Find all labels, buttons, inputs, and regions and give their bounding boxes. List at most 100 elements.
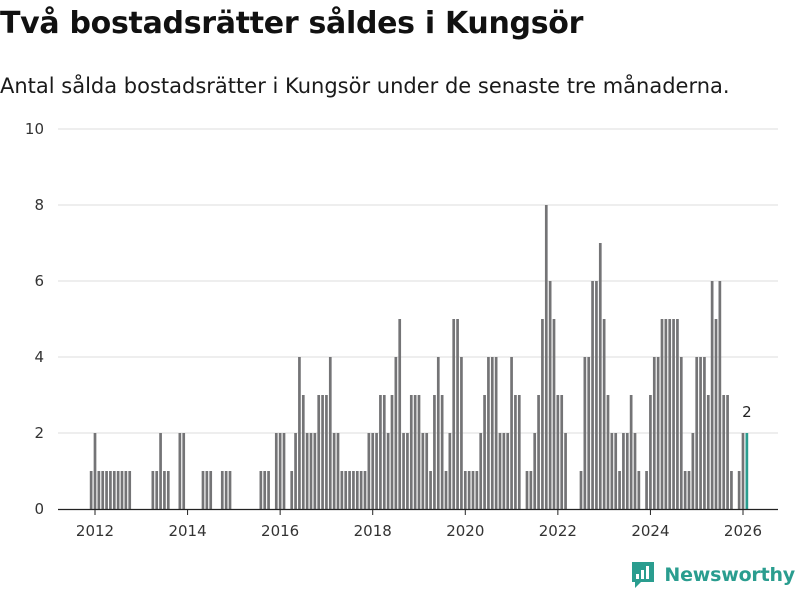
bar <box>305 433 309 509</box>
bar <box>548 281 552 509</box>
bar <box>406 433 409 509</box>
bar <box>409 395 413 509</box>
bar <box>699 357 702 509</box>
bar <box>606 395 610 509</box>
bar <box>452 319 456 509</box>
bar <box>382 395 386 509</box>
bar <box>598 243 602 509</box>
bar <box>498 433 502 509</box>
bar-series <box>89 205 749 509</box>
newsworthy-logo-text: Newsworthy <box>664 564 795 586</box>
bar <box>267 471 270 509</box>
bar <box>417 395 421 509</box>
bar <box>444 471 448 509</box>
bar <box>525 471 529 509</box>
bar <box>436 357 440 509</box>
bar <box>128 471 132 509</box>
bar <box>352 471 355 509</box>
bar <box>89 471 93 509</box>
bar <box>340 471 344 509</box>
bar <box>325 395 328 509</box>
bar <box>290 471 294 509</box>
bar <box>151 471 155 509</box>
bar <box>556 395 560 509</box>
bar <box>506 433 510 509</box>
bar <box>544 205 548 509</box>
bar <box>463 471 467 509</box>
y-tick-label: 10 <box>25 120 44 138</box>
bar <box>440 395 444 509</box>
bar <box>683 471 687 509</box>
bar <box>93 433 97 509</box>
bar <box>537 395 540 509</box>
y-tick-label: 0 <box>34 500 44 518</box>
bar <box>529 471 533 509</box>
bar <box>112 471 116 509</box>
bar <box>625 433 629 509</box>
newsworthy-logo-icon <box>632 562 655 588</box>
bar <box>379 395 382 509</box>
bar <box>741 433 745 509</box>
x-tick-label: 2024 <box>631 522 669 540</box>
bar <box>309 433 313 509</box>
bar <box>163 471 166 509</box>
bar <box>510 357 513 509</box>
bar <box>730 471 733 509</box>
bar <box>109 471 112 509</box>
bar <box>714 319 718 509</box>
bar-latest <box>745 433 749 509</box>
bar <box>475 471 479 509</box>
bar <box>517 395 521 509</box>
bar <box>695 357 699 509</box>
bar <box>263 471 267 509</box>
bar <box>541 319 544 509</box>
bar <box>583 357 587 509</box>
bar <box>471 471 475 509</box>
bar <box>587 357 591 509</box>
bar <box>294 433 297 509</box>
y-tick-label: 4 <box>34 348 44 366</box>
y-axis: 0 2 4 6 8 10 <box>25 120 44 518</box>
bar <box>737 471 741 509</box>
bar <box>579 471 583 509</box>
bar <box>591 281 594 509</box>
newsworthy-logo[interactable]: Newsworthy <box>630 560 795 590</box>
bar <box>159 433 162 509</box>
bar <box>298 357 301 509</box>
y-tick-label: 8 <box>34 196 44 214</box>
bar <box>421 433 425 509</box>
bar <box>313 433 317 509</box>
bar <box>448 433 452 509</box>
bar <box>386 433 390 509</box>
bar <box>456 319 459 509</box>
chart-subtitle: Antal sålda bostadsrätter i Kungsör unde… <box>0 74 730 98</box>
bar <box>629 395 633 509</box>
bar <box>703 357 706 509</box>
bar <box>691 433 695 509</box>
x-tick-label: 2026 <box>724 522 762 540</box>
bar <box>363 471 367 509</box>
bar <box>398 319 402 509</box>
x-tick-label: 2022 <box>539 522 577 540</box>
bar <box>649 395 652 509</box>
bar <box>722 395 726 509</box>
bar <box>622 433 625 509</box>
bar <box>101 471 105 509</box>
bar <box>718 281 722 509</box>
x-tick-label: 2018 <box>354 522 392 540</box>
bar <box>614 433 618 509</box>
bar <box>664 319 668 509</box>
bar <box>166 471 170 509</box>
bar <box>595 281 598 509</box>
bar <box>479 433 483 509</box>
bar <box>710 281 714 509</box>
bar <box>602 319 606 509</box>
bar <box>618 471 621 509</box>
bar <box>124 471 128 509</box>
bar <box>687 471 691 509</box>
bar <box>182 433 186 509</box>
bar <box>228 471 232 509</box>
bar <box>533 433 537 509</box>
bar <box>552 319 556 509</box>
bar <box>676 319 679 509</box>
